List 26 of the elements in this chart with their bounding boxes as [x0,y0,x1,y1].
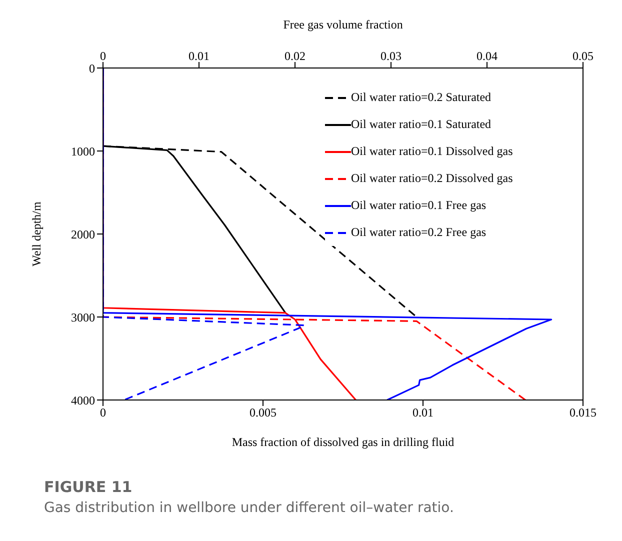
text: FIGURE 11 [44,478,134,496]
y-tick-label: 4000 [71,393,95,408]
legend-label: Oil water ratio=0.1 Dissolved gas [351,144,513,159]
legend-label: Oil water ratio=0.1 Free gas [351,198,486,213]
x-tick-label: 0 [100,406,106,420]
x2-tick-label: 0.02 [284,49,306,63]
legend-label: Oil water ratio=0.1 Saturated [351,117,492,132]
x2-tick-label: 0.05 [572,49,594,63]
x-tick-label: 0.01 [412,406,434,420]
legend-label: Oil water ratio=0.2 Saturated [351,90,492,105]
x-tick-label: 0.005 [250,406,276,420]
y-tick-label: 1000 [71,144,95,158]
x2-tick-label: 0 [100,49,106,63]
x-axis-title: Mass fraction of dissolved gas in drilling fluid [232,435,454,449]
x2-tick-label: 0.04 [476,49,498,63]
text: Gas distribution in wellbore under different oil–water ratio. [44,500,455,516]
x2-tick-label: 0.03 [380,49,402,63]
legend-label: Oil water ratio=0.2 Free gas [351,225,486,240]
x-tick-label: 0.015 [570,406,596,420]
x2-tick-label: 0.01 [188,49,210,63]
legend-label: Oil water ratio=0.2 Dissolved gas [351,171,513,186]
y-tick-label: 3000 [71,310,95,324]
y-tick-label: 2000 [71,227,95,242]
x2-axis-title: Free gas volume fraction [283,18,403,32]
y-axis-title: Well depth/m [29,200,44,266]
y-tick-label: 0 [89,61,95,76]
